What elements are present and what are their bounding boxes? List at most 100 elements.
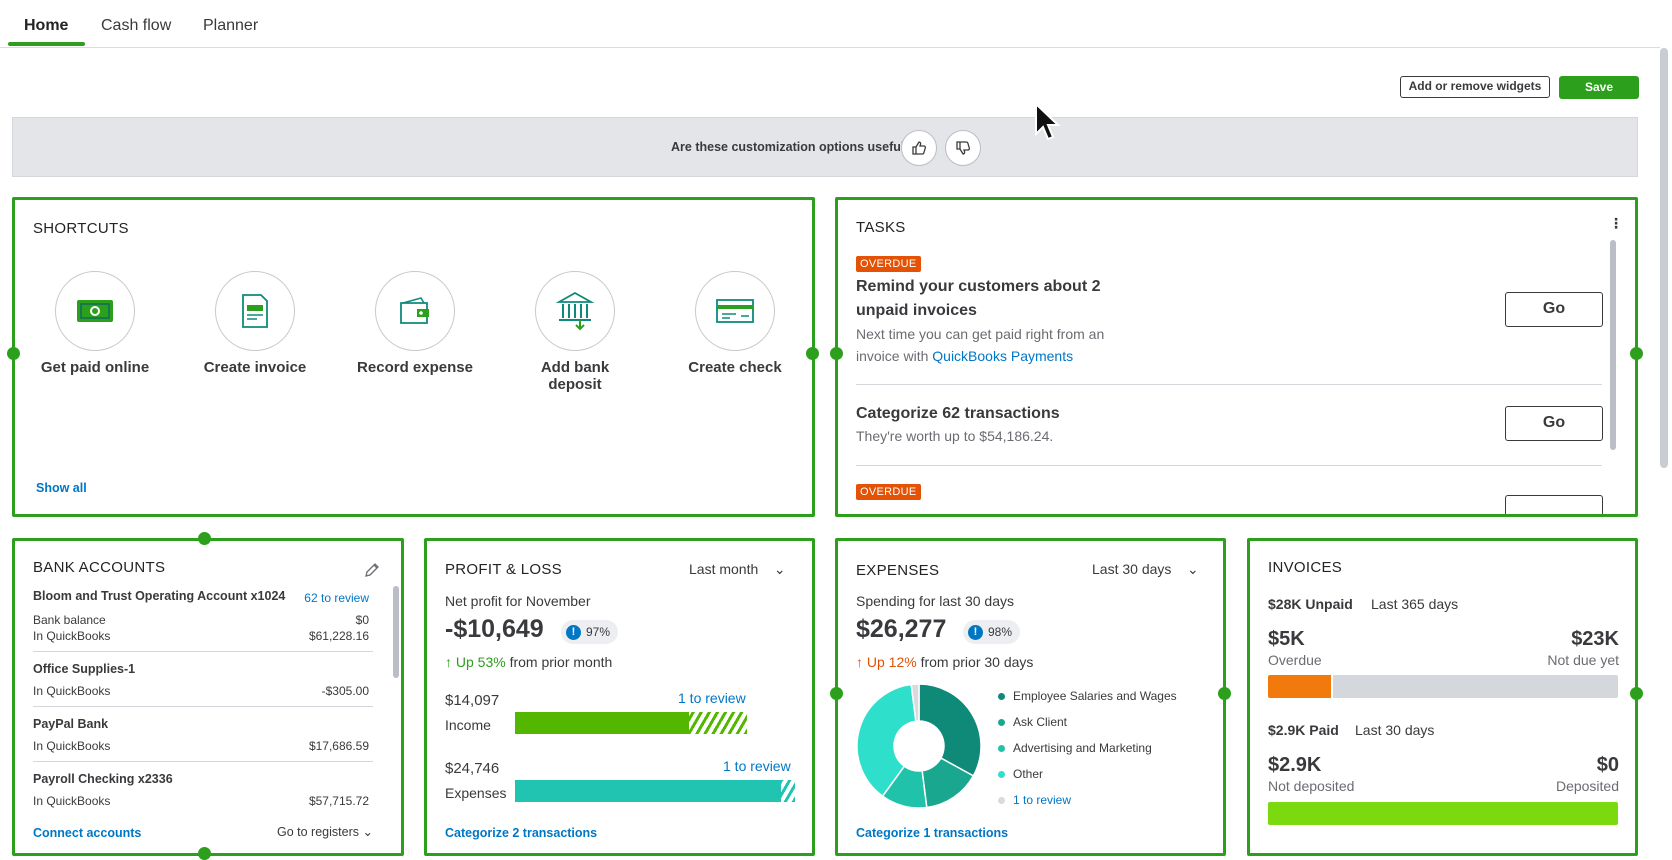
qb-balance-value: $57,715.72 — [308, 794, 369, 808]
income-review-link[interactable]: 1 to review — [678, 690, 746, 706]
shortcut-label: Create invoice — [203, 359, 307, 376]
account-name[interactable]: Office Supplies-1 — [33, 662, 136, 676]
resize-handle[interactable] — [830, 687, 843, 700]
shortcut-create-invoice[interactable]: Create invoice — [195, 271, 315, 376]
resize-handle[interactable] — [1630, 687, 1643, 700]
shortcut-get-paid-online[interactable]: Get paid online — [35, 271, 155, 376]
pencil-icon[interactable] — [364, 562, 380, 578]
legend-item[interactable]: 1 to review — [998, 793, 1071, 807]
invoices-title: INVOICES — [1268, 559, 1343, 576]
expenses-donut-chart[interactable] — [856, 683, 982, 809]
go-to-registers-dropdown[interactable]: Go to registers ⌄ — [277, 825, 373, 839]
paid-bar[interactable] — [1268, 802, 1618, 825]
unpaid-label: $28K Unpaid — [1268, 596, 1353, 612]
trend-text: ↑ Up 12% from prior 30 days — [856, 654, 1034, 670]
connect-accounts-link[interactable]: Connect accounts — [33, 826, 142, 840]
mouse-cursor-icon — [1035, 102, 1061, 141]
wallet-icon — [400, 297, 429, 324]
shortcut-add-bank-deposit[interactable]: Add bank deposit — [515, 271, 635, 393]
bank-icon — [556, 291, 594, 331]
bank-accounts-widget: BANK ACCOUNTS Bloom and Trust Operating … — [12, 538, 404, 856]
go-button[interactable]: Go — [1505, 406, 1603, 441]
legend-item[interactable]: Employee Salaries and Wages — [998, 689, 1177, 703]
resize-handle[interactable] — [830, 347, 843, 360]
overdue-value: $5K — [1268, 628, 1305, 650]
not-due-value: $23K — [1571, 628, 1619, 650]
categorize-transactions-link[interactable]: Categorize 2 transactions — [445, 826, 598, 840]
unpaid-bar[interactable] — [1268, 675, 1618, 698]
not-deposited-value: $2.9K — [1268, 754, 1322, 776]
thumbs-down-button[interactable] — [945, 130, 981, 166]
review-link[interactable]: 62 to review — [304, 591, 369, 605]
save-button[interactable]: Save — [1559, 76, 1639, 99]
active-tab-indicator — [8, 42, 85, 46]
account-name[interactable]: PayPal Bank — [33, 717, 109, 731]
legend-item[interactable]: Other — [998, 767, 1043, 781]
tab-planner[interactable]: Planner — [203, 17, 259, 34]
expenses-review-link[interactable]: 1 to review — [723, 758, 791, 774]
qb-balance-label: In QuickBooks — [33, 739, 111, 753]
legend-swatch — [998, 692, 1005, 700]
add-remove-widgets-button[interactable]: Add or remove widgets — [1400, 76, 1550, 98]
legend-item[interactable]: Advertising and Marketing — [998, 741, 1152, 755]
accounts-scrollbar[interactable] — [393, 586, 399, 678]
thumbs-up-button[interactable] — [901, 130, 937, 166]
resize-handle[interactable] — [1630, 347, 1643, 360]
resize-handle[interactable] — [198, 532, 211, 545]
legend-item[interactable]: Ask Client — [998, 715, 1067, 729]
account-name[interactable]: Bloom and Trust Operating Account x1024 — [33, 589, 286, 603]
expenses-bar[interactable] — [515, 780, 795, 802]
tasks-scrollbar[interactable] — [1610, 240, 1616, 450]
period-dropdown[interactable]: Last month ⌄ — [689, 561, 786, 577]
go-button[interactable]: Go — [1505, 292, 1603, 327]
task-description: Next time you can get paid right from an… — [856, 326, 1105, 364]
donut-slice[interactable] — [910, 683, 920, 723]
profit-loss-title: PROFIT & LOSS — [445, 561, 562, 578]
overdue-badge: OVERDUE — [856, 256, 921, 272]
resize-handle[interactable] — [198, 847, 211, 860]
arrow-up-icon: ↑ — [856, 654, 863, 670]
shortcut-label: Add bank deposit — [540, 359, 610, 393]
show-all-link[interactable]: Show all — [36, 481, 87, 495]
qb-balance-label: In QuickBooks — [33, 629, 111, 643]
chevron-down-icon: ⌄ — [773, 561, 786, 577]
tasks-widget: TASKS ⋮ OVERDUE Remind your customers ab… — [835, 197, 1638, 517]
page-scrollbar[interactable] — [1660, 48, 1668, 468]
donut-slice[interactable] — [918, 683, 982, 777]
resize-handle[interactable] — [806, 347, 819, 360]
more-options-icon[interactable]: ⋮ — [1609, 215, 1623, 231]
resize-handle[interactable] — [1218, 687, 1231, 700]
spending-subtitle: Spending for last 30 days — [856, 593, 1014, 609]
paid-label: $2.9K Paid — [1268, 722, 1339, 738]
quickbooks-payments-link[interactable]: QuickBooks Payments — [932, 348, 1074, 364]
donut-slice[interactable] — [856, 683, 917, 798]
tab-cash-flow[interactable]: Cash flow — [101, 17, 172, 34]
income-value: $14,097 — [445, 692, 500, 709]
legend-swatch — [998, 796, 1005, 804]
qb-balance-value: $61,228.16 — [308, 629, 369, 643]
shortcut-record-expense[interactable]: Record expense — [355, 271, 475, 376]
thumbs-down-icon — [956, 141, 971, 155]
bank-accounts-title: BANK ACCOUNTS — [33, 559, 166, 576]
invoices-widget: INVOICES $28K Unpaid Last 365 days $5K O… — [1247, 538, 1638, 856]
accuracy-pill: ! 98% — [963, 620, 1021, 644]
tab-bar: Home Cash flow Planner — [0, 0, 1660, 48]
accuracy-pill: ! 97% — [561, 620, 619, 644]
income-bar[interactable] — [515, 712, 747, 734]
expenses-title: EXPENSES — [856, 562, 940, 579]
account-name[interactable]: Payroll Checking x2336 — [33, 772, 173, 786]
go-button[interactable] — [1505, 495, 1603, 514]
resize-handle[interactable] — [7, 347, 20, 360]
profit-loss-widget: PROFIT & LOSS Last month ⌄ Net profit fo… — [424, 538, 815, 856]
shortcut-create-check[interactable]: Create check — [675, 271, 795, 376]
not-due-segment[interactable] — [1333, 675, 1618, 698]
unpaid-period: Last 365 days — [1371, 596, 1459, 612]
overdue-segment[interactable] — [1268, 675, 1331, 698]
tab-home[interactable]: Home — [24, 17, 69, 34]
categorize-transactions-link[interactable]: Categorize 1 transactions — [856, 826, 1009, 840]
period-dropdown[interactable]: Last 30 days ⌄ — [1092, 561, 1199, 577]
not-due-label: Not due yet — [1547, 652, 1619, 668]
chevron-down-icon: ⌄ — [362, 825, 373, 839]
expenses-value: $24,746 — [445, 760, 500, 777]
info-icon: ! — [968, 624, 983, 640]
